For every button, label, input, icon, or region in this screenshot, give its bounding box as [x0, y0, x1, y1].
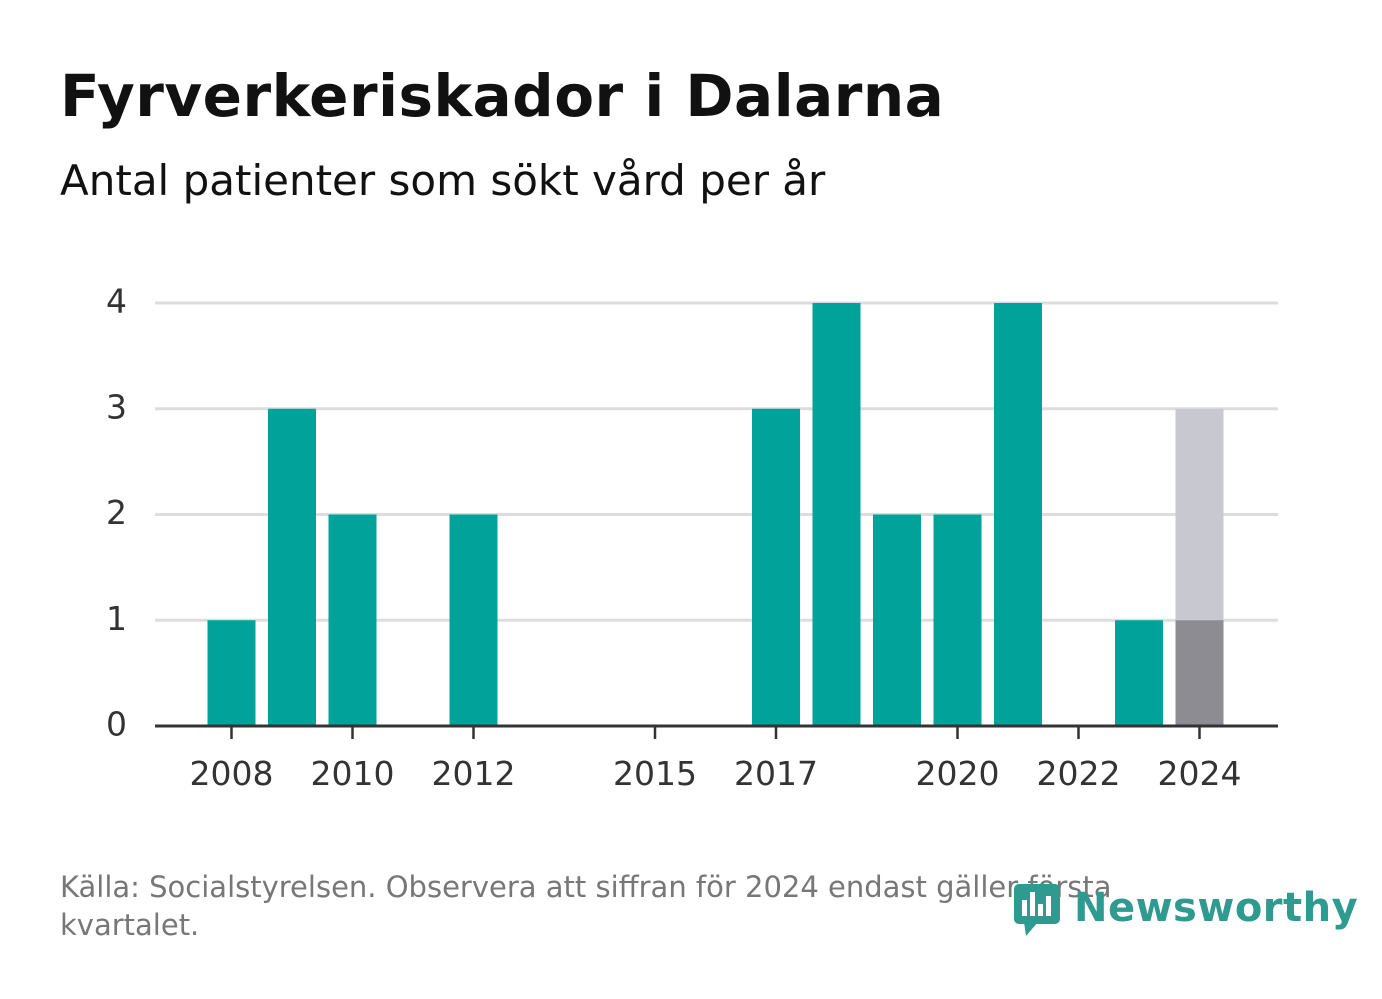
y-tick-label-2: 2: [106, 493, 127, 532]
x-axis-ticks: 2008 2010 2012 2015 2017 2020 2022 2024: [190, 726, 1242, 793]
grid-lines: [155, 301, 1278, 622]
x-tick-label-2022: 2022: [1037, 754, 1121, 793]
y-axis-ticks: 0 1 2 3 4: [106, 282, 127, 744]
bar-2009: [268, 408, 316, 726]
x-tick-label-2017: 2017: [734, 754, 818, 793]
chart-subtitle: Antal patienter som sökt vård per år: [60, 156, 826, 205]
newsworthy-logo-text: Newsworthy: [1074, 885, 1359, 931]
x-tick-label-2008: 2008: [190, 754, 274, 793]
bar-2024-partial: [1175, 620, 1224, 726]
newsworthy-logo-icon: [1012, 878, 1062, 938]
x-tick-label-2012: 2012: [432, 754, 516, 793]
source-note: Källa: Socialstyrelsen. Observera att si…: [60, 870, 1112, 942]
bar-2012: [449, 514, 498, 726]
y-tick-label-1: 1: [106, 599, 127, 638]
x-tick-label-2010: 2010: [311, 754, 395, 793]
bar-2021: [994, 303, 1042, 726]
x-tick-label-2015: 2015: [613, 754, 697, 793]
bar-2010: [328, 514, 377, 726]
newsworthy-logo: Newsworthy: [1012, 878, 1358, 938]
bar-2008: [207, 620, 256, 726]
x-tick-label-2020: 2020: [916, 754, 1000, 793]
bar-2017: [752, 408, 800, 726]
y-tick-label-0: 0: [106, 705, 127, 744]
chart-title: Fyrverkeriskador i Dalarna: [60, 62, 945, 130]
bars: [207, 303, 1224, 726]
bar-2019: [873, 514, 921, 726]
bar-2018: [812, 303, 861, 726]
bar-2023: [1115, 620, 1163, 726]
x-tick-label-2024: 2024: [1158, 754, 1242, 793]
bar-2020: [933, 514, 982, 726]
y-tick-label-4: 4: [106, 282, 127, 321]
y-tick-label-3: 3: [106, 387, 127, 426]
